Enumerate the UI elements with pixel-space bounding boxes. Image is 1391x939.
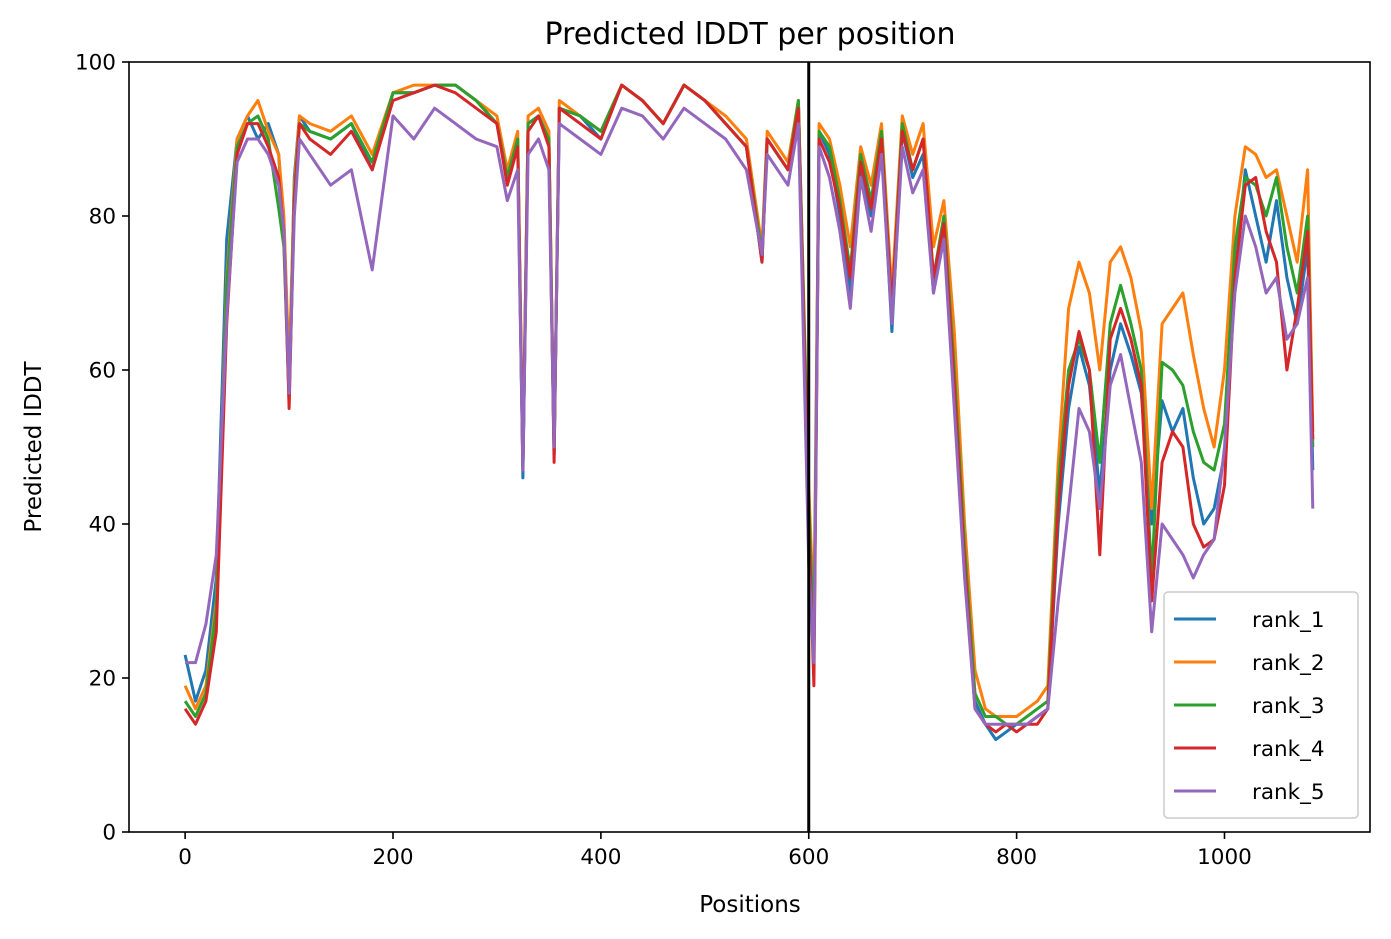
y-tick-label: 20 bbox=[89, 667, 116, 692]
y-tick-label: 80 bbox=[89, 205, 116, 230]
y-axis-label: Predicted lDDT bbox=[21, 360, 47, 532]
y-tick-label: 0 bbox=[102, 821, 116, 846]
x-tick-label: 200 bbox=[372, 845, 413, 870]
chart-title: Predicted lDDT per position bbox=[545, 17, 956, 52]
x-tick-label: 0 bbox=[178, 845, 192, 870]
series-layer bbox=[183, 83, 1315, 742]
y-axis-ticks: 0 20 40 60 80 100 bbox=[75, 51, 129, 846]
x-tick-label: 1000 bbox=[1197, 845, 1252, 870]
legend: rank_1 rank_2 rank_3 rank_4 rank_5 bbox=[1163, 591, 1359, 819]
x-tick-label: 400 bbox=[580, 845, 621, 870]
x-tick-label: 800 bbox=[996, 845, 1037, 870]
series-line-rank_3 bbox=[183, 83, 1315, 726]
series-line-rank_5 bbox=[185, 106, 1315, 726]
series-line-rank_2 bbox=[183, 83, 1315, 718]
plot-frame bbox=[128, 61, 1371, 833]
legend-label-rank_3: rank_3 bbox=[1252, 694, 1325, 719]
series-line-rank_4 bbox=[183, 83, 1315, 734]
x-axis-label: Positions bbox=[699, 892, 801, 918]
legend-label-rank_1: rank_1 bbox=[1252, 608, 1325, 633]
legend-box bbox=[1163, 591, 1359, 819]
legend-label-rank_2: rank_2 bbox=[1252, 651, 1325, 676]
y-tick-label: 100 bbox=[75, 51, 116, 76]
y-tick-label: 60 bbox=[89, 359, 116, 384]
x-axis-ticks: 0 200 400 600 800 1000 bbox=[178, 832, 1252, 870]
legend-label-rank_4: rank_4 bbox=[1252, 737, 1325, 762]
legend-label-rank_5: rank_5 bbox=[1252, 780, 1325, 805]
x-tick-label: 600 bbox=[788, 845, 829, 870]
y-tick-label: 40 bbox=[89, 513, 116, 538]
